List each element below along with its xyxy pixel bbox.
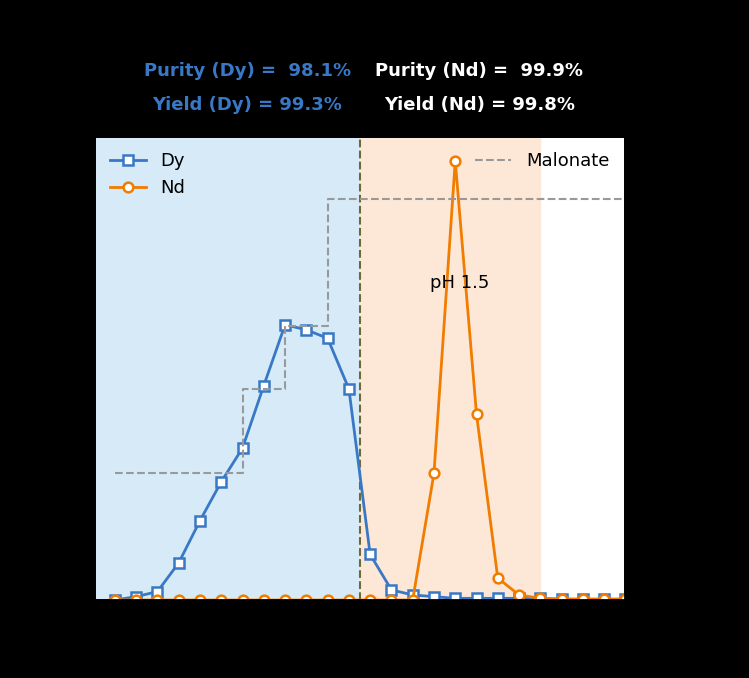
- Dy: [494, 595, 503, 603]
- Dy: [175, 559, 184, 567]
- Dy: [366, 551, 374, 559]
- Dy: [302, 325, 311, 334]
- Dy: [387, 586, 396, 594]
- Bar: [94, 136, 360, 600]
- Y-axis label: C/C₀: C/C₀: [28, 346, 47, 390]
- Dy: [281, 321, 290, 329]
- Dy: [429, 593, 438, 601]
- Nd: [515, 591, 524, 599]
- Nd: [323, 596, 332, 604]
- Text: pH 1.5: pH 1.5: [430, 274, 489, 292]
- Dy: [600, 595, 609, 603]
- Nd: [175, 596, 184, 604]
- Bar: [360, 136, 540, 600]
- Nd: [557, 595, 566, 603]
- Dy: [153, 588, 162, 596]
- Nd: [153, 596, 162, 604]
- Dy: [621, 595, 630, 603]
- Line: Nd: Nd: [110, 156, 630, 605]
- Dy: [216, 478, 225, 486]
- Dy: [578, 595, 587, 603]
- Nd: [281, 596, 290, 604]
- Nd: [366, 596, 374, 604]
- Nd: [216, 596, 225, 604]
- Nd: [578, 595, 587, 603]
- Dy: [557, 595, 566, 603]
- Text: Purity (Dy) =  98.1%: Purity (Dy) = 98.1%: [144, 62, 351, 80]
- Nd: [259, 596, 268, 604]
- Nd: [429, 469, 438, 477]
- Nd: [472, 410, 481, 418]
- Dy: [515, 595, 524, 603]
- Dy: [472, 595, 481, 603]
- Nd: [536, 595, 545, 603]
- Nd: [110, 596, 119, 604]
- Nd: [345, 596, 354, 604]
- Dy: [536, 595, 545, 603]
- Line: Dy: Dy: [110, 320, 630, 605]
- Nd: [238, 596, 247, 604]
- Text: Purity (Nd) =  99.9%: Purity (Nd) = 99.9%: [375, 62, 583, 80]
- Nd: [494, 574, 503, 582]
- Text: Yield (Nd) = 99.8%: Yield (Nd) = 99.8%: [383, 96, 575, 114]
- Dy: [110, 596, 119, 604]
- Nd: [302, 596, 311, 604]
- Nd: [600, 595, 609, 603]
- Dy: [238, 444, 247, 452]
- Nd: [195, 596, 204, 604]
- Legend: Malonate: Malonate: [468, 144, 616, 177]
- Dy: [195, 517, 204, 525]
- Text: Yield (Dy) = 99.3%: Yield (Dy) = 99.3%: [152, 96, 342, 114]
- Dy: [408, 591, 417, 599]
- Dy: [132, 593, 141, 601]
- Nd: [387, 596, 396, 604]
- Y-axis label: Malonate (mM): Malonate (mM): [676, 291, 694, 445]
- Nd: [408, 596, 417, 604]
- Dy: [323, 334, 332, 342]
- Nd: [132, 596, 141, 604]
- Nd: [451, 157, 460, 165]
- Dy: [451, 595, 460, 603]
- Dy: [345, 385, 354, 393]
- X-axis label: Bed Volume: Bed Volume: [285, 635, 434, 656]
- Nd: [621, 595, 630, 603]
- Dy: [259, 382, 268, 390]
